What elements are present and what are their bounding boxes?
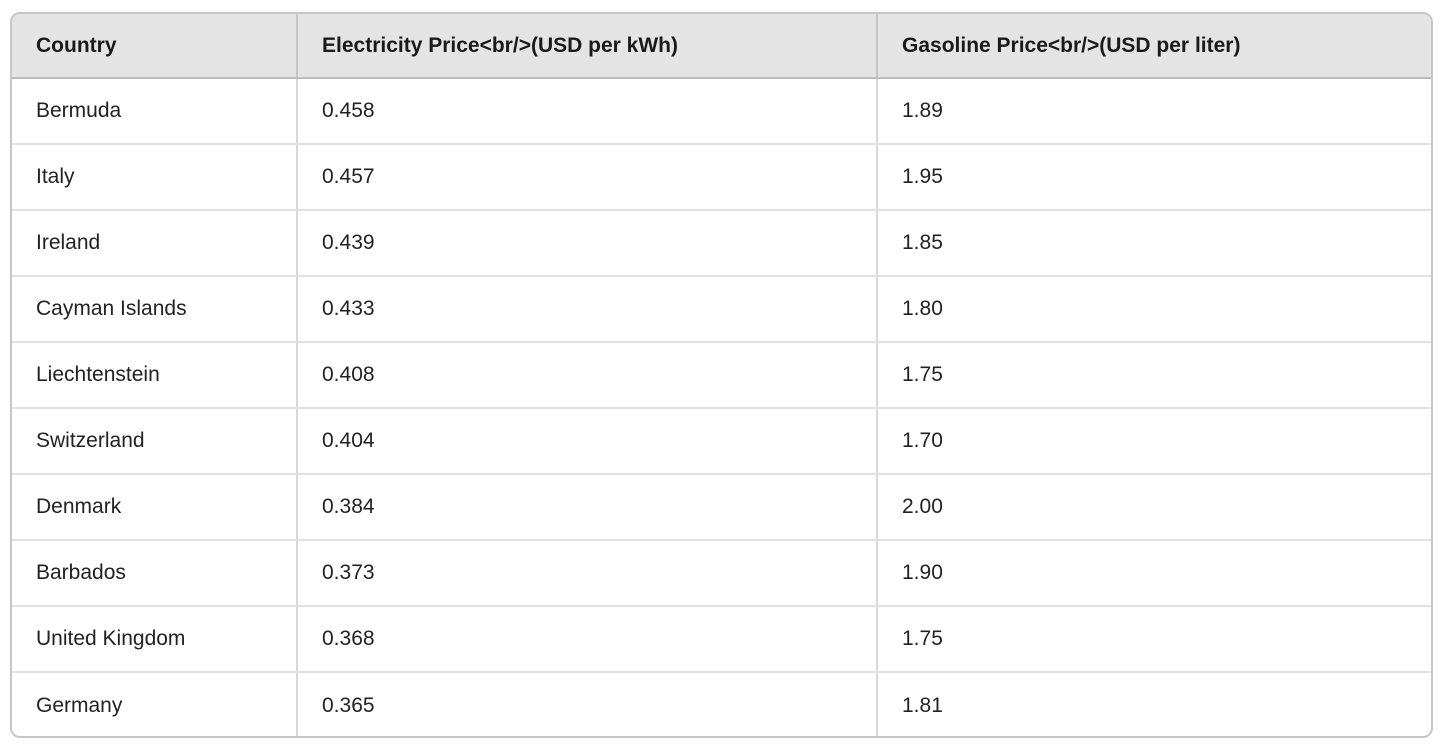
- cell-gasoline: 1.75: [876, 606, 1431, 673]
- table-body: Bermuda 0.458 1.89 Italy 0.457 1.95 Ireland 0.4…: [12, 78, 1431, 736]
- table-row: Cayman Islands 0.433 1.80: [12, 276, 1431, 343]
- cell-gasoline: 1.70: [876, 408, 1431, 475]
- header-country: Country: [12, 14, 297, 79]
- cell-electricity: 0.384: [296, 474, 877, 541]
- cell-country: Cayman Islands: [12, 276, 297, 343]
- cell-country: Switzerland: [12, 408, 297, 475]
- cell-electricity: 0.373: [296, 540, 877, 607]
- cell-country: United Kingdom: [12, 606, 297, 673]
- table-row: Ireland 0.439 1.85: [12, 210, 1431, 277]
- cell-country: Barbados: [12, 540, 297, 607]
- cell-electricity: 0.457: [296, 144, 877, 211]
- cell-gasoline: 1.81: [876, 672, 1431, 736]
- table-row: Barbados 0.373 1.90: [12, 540, 1431, 607]
- table-header: Country Electricity Price<br/>(USD per k…: [12, 14, 1431, 79]
- cell-country: Germany: [12, 672, 297, 736]
- cell-electricity: 0.404: [296, 408, 877, 475]
- cell-gasoline: 1.75: [876, 342, 1431, 409]
- price-table-container: Country Electricity Price<br/>(USD per k…: [10, 12, 1433, 738]
- cell-electricity: 0.439: [296, 210, 877, 277]
- cell-gasoline: 1.85: [876, 210, 1431, 277]
- table-row: Liechtenstein 0.408 1.75: [12, 342, 1431, 409]
- cell-country: Liechtenstein: [12, 342, 297, 409]
- cell-electricity: 0.365: [296, 672, 877, 736]
- table-row: United Kingdom 0.368 1.75: [12, 606, 1431, 673]
- cell-electricity: 0.408: [296, 342, 877, 409]
- cell-electricity: 0.458: [296, 78, 877, 145]
- table-row: Germany 0.365 1.81: [12, 672, 1431, 736]
- header-row: Country Electricity Price<br/>(USD per k…: [12, 14, 1431, 79]
- cell-gasoline: 2.00: [876, 474, 1431, 541]
- header-electricity-price: Electricity Price<br/>(USD per kWh): [296, 14, 877, 79]
- cell-country: Italy: [12, 144, 297, 211]
- cell-gasoline: 1.89: [876, 78, 1431, 145]
- cell-country: Denmark: [12, 474, 297, 541]
- cell-country: Bermuda: [12, 78, 297, 145]
- cell-country: Ireland: [12, 210, 297, 277]
- table-row: Denmark 0.384 2.00: [12, 474, 1431, 541]
- table-row: Bermuda 0.458 1.89: [12, 78, 1431, 145]
- cell-gasoline: 1.90: [876, 540, 1431, 607]
- table-row: Switzerland 0.404 1.70: [12, 408, 1431, 475]
- table-row: Italy 0.457 1.95: [12, 144, 1431, 211]
- cell-electricity: 0.433: [296, 276, 877, 343]
- cell-gasoline: 1.95: [876, 144, 1431, 211]
- price-table: Country Electricity Price<br/>(USD per k…: [12, 14, 1431, 736]
- header-gasoline-price: Gasoline Price<br/>(USD per liter): [876, 14, 1431, 79]
- cell-electricity: 0.368: [296, 606, 877, 673]
- cell-gasoline: 1.80: [876, 276, 1431, 343]
